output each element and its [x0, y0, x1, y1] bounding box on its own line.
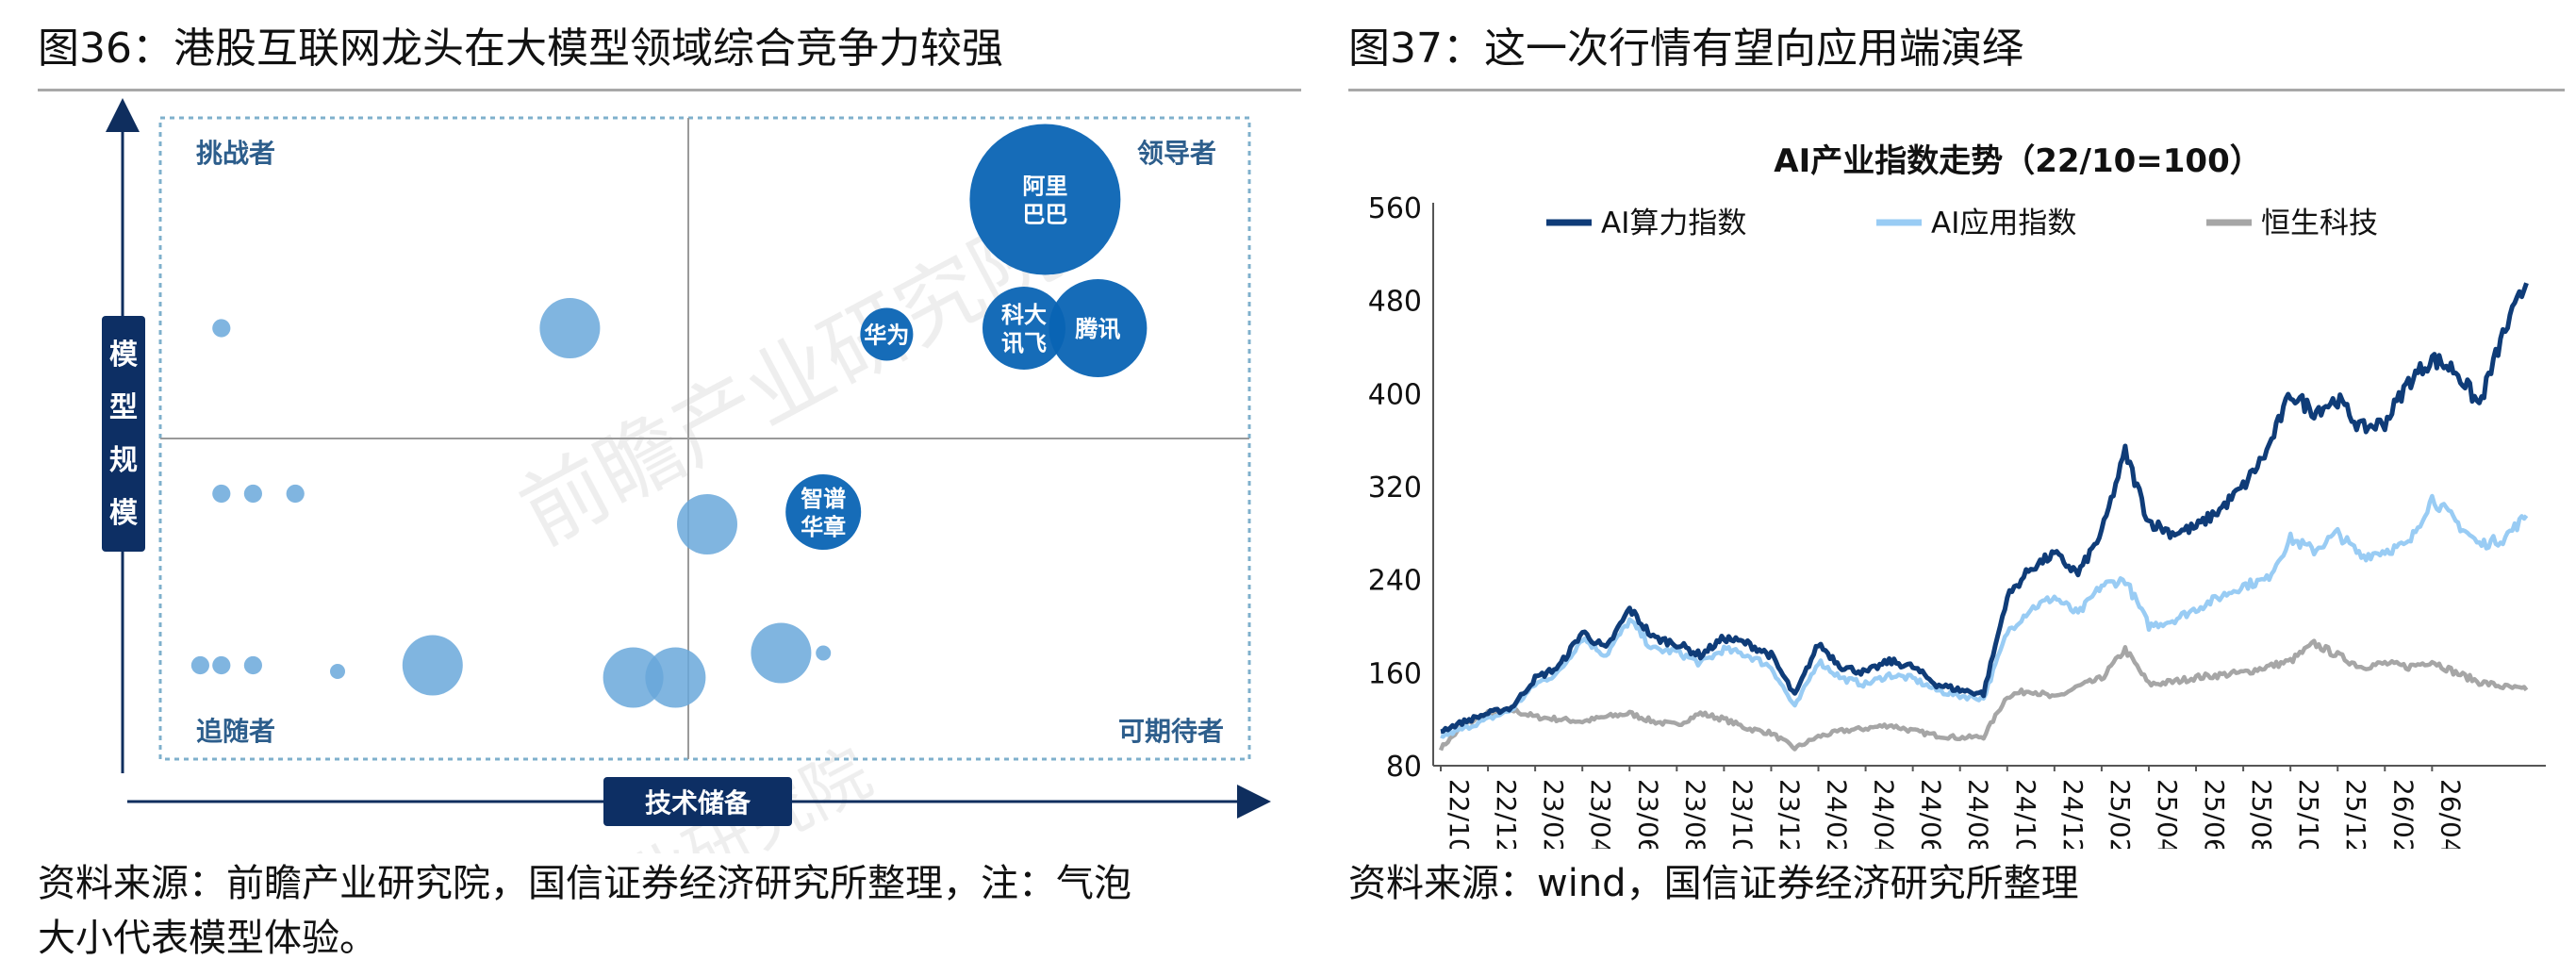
y-axis: 80 160 240 320 400 480 560 [1368, 192, 2546, 784]
bubble-unlabeled-10 [677, 494, 737, 554]
x-axis: 22/10 22/12 23/02 23/04 23/06 23/08 23/10 23/12… [1440, 766, 2466, 849]
y-tick-label: 400 [1368, 378, 1422, 411]
x-tick-label: 24/08 [1963, 779, 1994, 849]
y-tick-label: 240 [1368, 565, 1422, 598]
y-tick-label: 80 [1386, 751, 1422, 784]
right-figure-title: 图37：这一次行情有望向应用端演绎 [1348, 25, 2023, 73]
x-tick-label: 25/04 [2152, 779, 2183, 849]
bubble-label: 华为 [864, 323, 909, 349]
x-tick-label: 24/10 [2010, 779, 2041, 849]
x-tick-label: 23/08 [1679, 779, 1710, 849]
line-chart-title: AI产业指数走势（22/10=100） [1774, 142, 2261, 180]
left-source-line-2: 大小代表模型体验。 [38, 917, 377, 960]
y-tick-label: 160 [1368, 657, 1422, 690]
quadrant-label-top-left: 挑战者 [196, 138, 275, 169]
bubble-unlabeled-18 [751, 622, 812, 684]
bubble-label: 腾讯 [1075, 316, 1120, 342]
bubble-chart: 前瞻产业研究院 前瞻产业研究院 模型规模 技术储备 挑战者 领导者 追随者 可期… [102, 98, 1271, 853]
x-tick-label: 23/02 [1538, 779, 1569, 849]
bubble-阿里巴巴 [969, 124, 1121, 275]
series-line-1 [1440, 493, 2529, 739]
bubble-unlabeled-14 [330, 664, 345, 679]
y-tick-label: 480 [1368, 286, 1422, 319]
bubble-unlabeled-5 [539, 298, 601, 358]
x-tick-label: 25/12 [2340, 779, 2371, 849]
x-tick-label: 25/10 [2293, 779, 2324, 849]
x-tick-label: 25/06 [2199, 779, 2230, 849]
x-tick-label: 23/10 [1726, 779, 1758, 849]
x-tick-label: 24/12 [2057, 779, 2089, 849]
bubble-label: 科大讯飞 [1001, 302, 1047, 356]
bubble-腾讯 [1049, 279, 1148, 377]
bubble-unlabeled-13 [243, 655, 262, 675]
bubble-unlabeled-19 [816, 645, 832, 661]
series-layer [1438, 282, 2529, 752]
y-axis-label: 模型规模 [109, 339, 138, 530]
x-tick-label: 26/04 [2435, 779, 2466, 849]
bubble-华为 [860, 307, 914, 361]
bubble-科大讯飞 [983, 287, 1065, 370]
bubble-unlabeled-17 [645, 647, 706, 708]
x-tick-label: 22/12 [1491, 779, 1522, 849]
quadrant-label-bottom-left: 追随者 [196, 716, 275, 747]
left-figure-title: 图36：港股互联网龙头在大模型领域综合竞争力较强 [38, 25, 1003, 73]
left-source-line-1: 资料来源：前瞻产业研究院，国信证券经济研究所整理，注：气泡 [38, 862, 1131, 905]
bubble-unlabeled-7 [212, 484, 231, 504]
x-tick-label: 23/12 [1774, 779, 1805, 849]
series-line-0 [1440, 282, 2529, 735]
x-tick-label: 24/06 [1916, 779, 1947, 849]
bubble-unlabeled-8 [243, 484, 262, 504]
bubble-unlabeled-15 [402, 635, 463, 696]
legend-label: 恒生科技 [2261, 207, 2378, 240]
legend-label: AI算力指数 [1601, 207, 1746, 240]
watermark: 前瞻产业研究院 前瞻产业研究院 [439, 198, 1076, 853]
line-chart: AI产业指数走势（22/10=100） AI算力指数 AI应用指数 恒生科技 80 1… [1368, 142, 2546, 849]
y-tick-label: 560 [1368, 192, 1422, 225]
y-tick-label: 320 [1368, 471, 1422, 505]
legend-label: AI应用指数 [1931, 207, 2076, 240]
right-title-rule [1348, 89, 2565, 91]
quadrant-label-top-right: 领导者 [1137, 138, 1216, 169]
bubble-unlabeled-11 [190, 655, 209, 675]
quadrant-label-bottom-right: 可期待者 [1118, 716, 1224, 747]
bubble-unlabeled-16 [603, 647, 664, 708]
series-line-2 [1438, 638, 2529, 752]
x-tick-label: 24/02 [1822, 779, 1853, 849]
x-tick-label: 24/04 [1869, 779, 1900, 849]
y-axis-label-box [102, 316, 145, 552]
left-title-rule [38, 89, 1301, 91]
x-tick-label: 23/06 [1632, 779, 1663, 849]
legend: AI算力指数 AI应用指数 恒生科技 [1546, 207, 2378, 240]
x-tick-label: 25/08 [2246, 779, 2277, 849]
right-source-line-1: 资料来源：wind，国信证券经济研究所整理 [1348, 862, 2079, 905]
x-tick-label: 22/10 [1444, 779, 1475, 849]
x-tick-label: 25/02 [2105, 779, 2136, 849]
x-tick-label: 26/02 [2387, 779, 2419, 849]
bubble-unlabeled-9 [286, 484, 305, 504]
bubble-label: 智谱华章 [801, 486, 846, 540]
bubble-unlabeled-6 [212, 319, 231, 338]
bubble-unlabeled-12 [212, 655, 231, 675]
x-tick-label: 23/04 [1585, 779, 1616, 849]
bubble-智谱华章 [785, 474, 862, 550]
bubble-label: 阿里巴巴 [1022, 174, 1067, 228]
x-axis-label-box [603, 777, 792, 826]
x-axis-label: 技术储备 [645, 787, 751, 819]
